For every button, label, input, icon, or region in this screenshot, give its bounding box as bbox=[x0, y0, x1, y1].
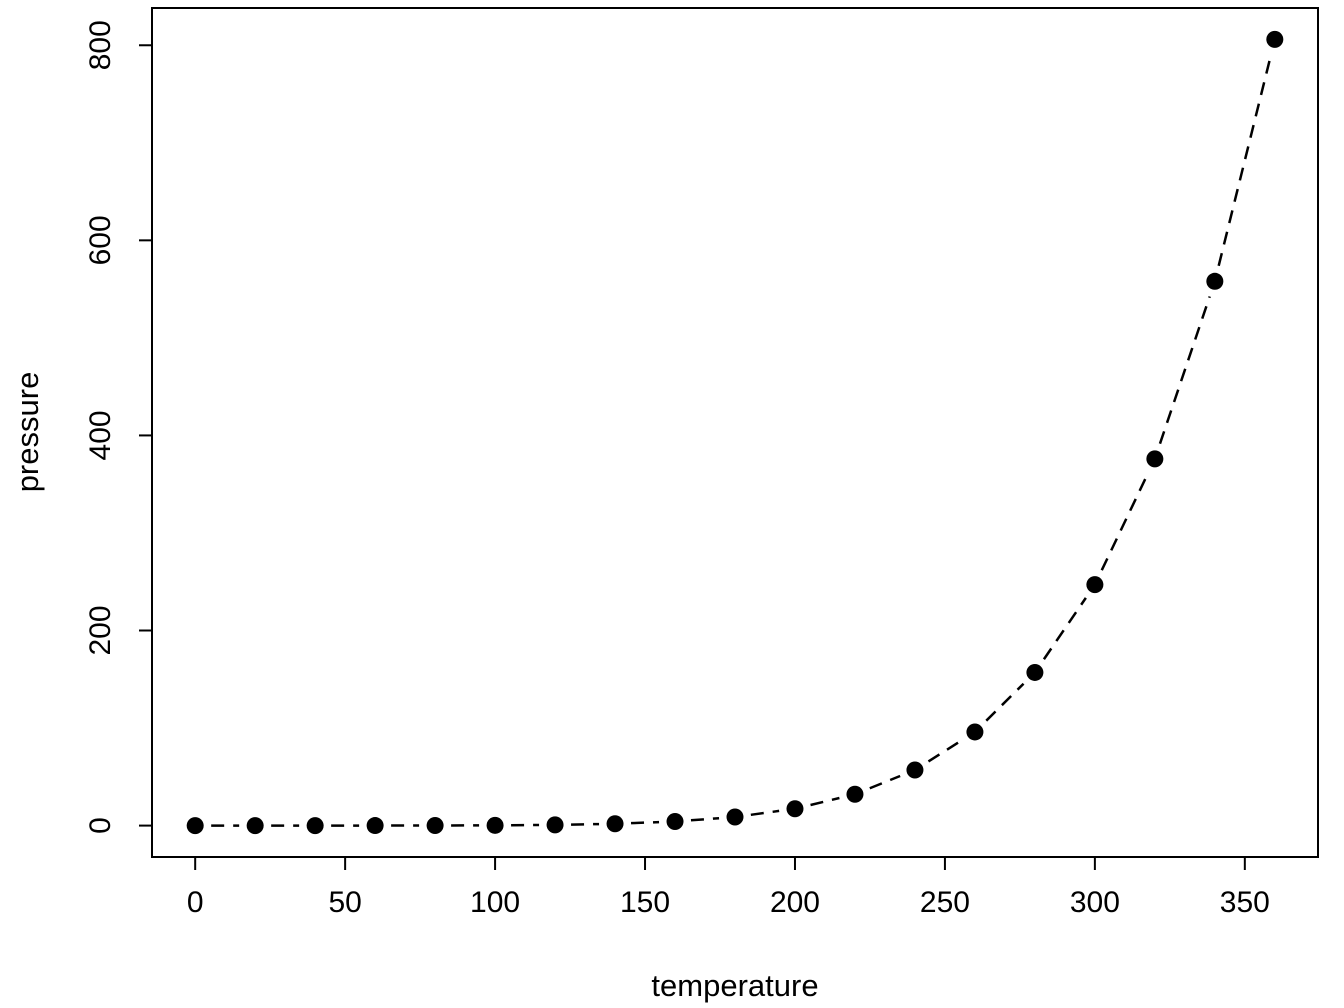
series-segment bbox=[690, 816, 720, 822]
series-segment bbox=[985, 682, 1025, 722]
x-tick-label: 150 bbox=[620, 886, 670, 919]
series-segment bbox=[927, 739, 963, 763]
data-point bbox=[546, 816, 564, 834]
y-tick-label: 600 bbox=[84, 215, 117, 265]
y-tick-label: 400 bbox=[84, 410, 117, 460]
series-segment bbox=[1100, 472, 1150, 571]
data-point bbox=[1026, 663, 1044, 681]
data-point bbox=[246, 817, 264, 835]
data-point bbox=[1146, 450, 1164, 468]
x-tick-label: 0 bbox=[187, 886, 204, 919]
data-point bbox=[726, 808, 744, 826]
series-segment bbox=[1158, 296, 1211, 445]
data-point bbox=[486, 816, 504, 834]
data-point bbox=[366, 817, 384, 835]
data-point bbox=[786, 800, 804, 818]
x-tick-label: 200 bbox=[770, 886, 820, 919]
data-point bbox=[186, 817, 204, 835]
series-segment bbox=[630, 820, 660, 825]
data-point bbox=[606, 815, 624, 833]
data-point bbox=[906, 761, 924, 779]
x-tick-label: 50 bbox=[328, 886, 361, 919]
y-tick-label: 200 bbox=[84, 605, 117, 655]
x-tick-label: 350 bbox=[1220, 886, 1270, 919]
series-segment bbox=[750, 809, 780, 817]
data-point bbox=[966, 723, 984, 741]
series-segment bbox=[810, 796, 840, 807]
data-point bbox=[306, 817, 324, 835]
data-point bbox=[666, 812, 684, 830]
series-segment bbox=[1217, 54, 1273, 267]
data-point bbox=[846, 785, 864, 803]
x-axis-title: temperature bbox=[651, 968, 819, 1003]
y-tick-label: 800 bbox=[84, 20, 117, 70]
x-tick-label: 300 bbox=[1070, 886, 1120, 919]
series-segment bbox=[869, 774, 901, 790]
data-point bbox=[1266, 30, 1284, 48]
x-tick-label: 250 bbox=[920, 886, 970, 919]
y-tick-label: 0 bbox=[84, 817, 117, 834]
data-point bbox=[1206, 272, 1224, 290]
plot-box bbox=[151, 7, 1319, 858]
data-point bbox=[426, 817, 444, 835]
y-axis-title: pressure bbox=[10, 371, 45, 493]
x-tick-label: 100 bbox=[470, 886, 520, 919]
series-segment bbox=[1042, 597, 1087, 660]
data-point bbox=[1086, 576, 1104, 594]
series-segment bbox=[571, 822, 600, 826]
